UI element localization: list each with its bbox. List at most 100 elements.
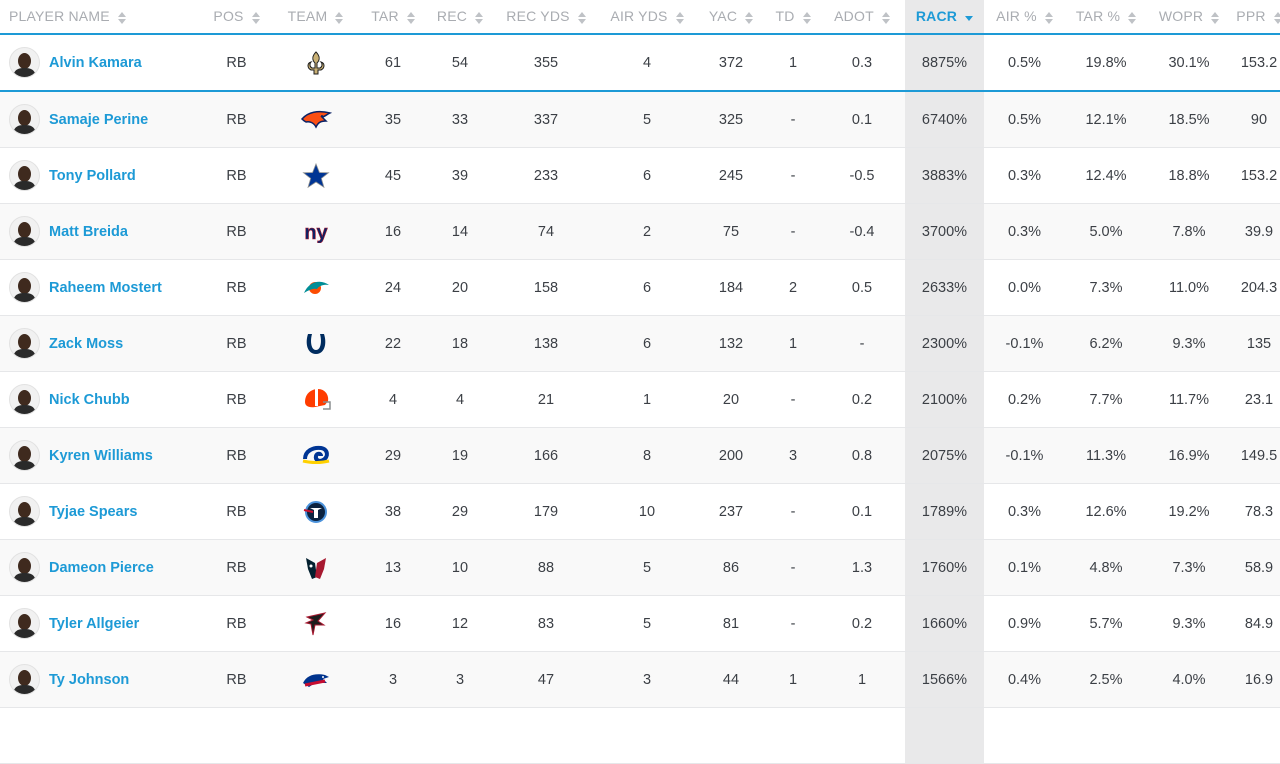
column-header-td[interactable]: TD — [767, 0, 819, 35]
table-row[interactable]: Dameon Pierce RB 13 10 88 5 86 - 1.3 1760% 0.1% 4.8… — [0, 539, 1280, 596]
player-name-link[interactable]: Tyjae Spears — [49, 503, 138, 520]
sort-arrows-icon[interactable] — [675, 11, 684, 25]
player-name-link[interactable]: Nick Chubb — [49, 391, 130, 408]
player-name-link[interactable]: Alvin Kamara — [49, 54, 142, 71]
cell-air-yds: 6 — [599, 147, 695, 204]
player-name-link[interactable]: Tony Pollard — [49, 167, 136, 184]
sort-arrows-icon[interactable] — [475, 11, 484, 25]
column-header-label: AIR YDS — [610, 8, 668, 25]
table-row[interactable]: Ty Johnson RB 3 3 47 3 44 1 1 1566% 0.4% 2.5% 4.0% 16… — [0, 651, 1280, 708]
column-header-wopr[interactable]: WOPR — [1147, 0, 1231, 35]
column-header-rec-yds[interactable]: REC YDS — [493, 0, 599, 35]
sort-arrows-icon[interactable] — [251, 11, 260, 25]
column-header-ppr[interactable]: PPR — [1231, 0, 1280, 35]
column-header-tar-pct[interactable]: TAR % — [1065, 0, 1147, 35]
cell-ppr: 16.9 — [1231, 651, 1280, 708]
sort-arrows-icon[interactable] — [117, 11, 126, 25]
column-header-team[interactable]: TEAM — [272, 0, 359, 35]
column-header-player-name[interactable]: PLAYER NAME — [0, 0, 201, 35]
sort-arrows-icon[interactable] — [802, 11, 811, 25]
player-name-link[interactable]: Kyren Williams — [49, 447, 153, 464]
column-header-air-yds[interactable]: AIR YDS — [599, 0, 695, 35]
sort-arrows-icon[interactable] — [577, 11, 586, 25]
column-header-tar[interactable]: TAR — [359, 0, 427, 35]
cell-tar: 45 — [359, 147, 427, 204]
player-info: Zack Moss — [9, 328, 201, 359]
cell-value: 166 — [533, 447, 559, 464]
cell-value: 18 — [451, 335, 469, 352]
cell-value: -0.1% — [1005, 335, 1044, 352]
sort-arrows-icon[interactable] — [406, 11, 415, 25]
table-row[interactable]: Nick Chubb RB 4 4 21 1 20 - 0.2 2100% 0.2% 7.7% 11.7… — [0, 371, 1280, 428]
cell-wopr: 11.0% — [1147, 259, 1231, 316]
player-name-link[interactable]: Ty Johnson — [49, 671, 130, 688]
cell-value: - — [790, 391, 796, 408]
column-header-yac[interactable]: YAC — [695, 0, 767, 35]
cell-value: 1660% — [921, 615, 968, 632]
player-info: Kyren Williams — [9, 440, 201, 471]
cell-value: 0.5% — [1007, 111, 1042, 128]
column-header-air-pct[interactable]: AIR % — [984, 0, 1065, 35]
cell-value: 1 — [857, 671, 867, 688]
cell-value: 2.5% — [1089, 671, 1123, 688]
cell-td: - — [767, 595, 819, 652]
cell-air-pct: 0.3% — [984, 483, 1065, 540]
table-row[interactable]: Zack Moss RB 22 18 138 6 132 1 - 2300% -0.1% 6.2% 9.… — [0, 315, 1280, 372]
table-row[interactable]: Tyjae Spears RB 38 29 179 10 237 - 0.1 1789% 0.3% 1… — [0, 483, 1280, 540]
sort-arrows-icon[interactable] — [335, 11, 344, 25]
cell-tar-pct: 6.2% — [1065, 315, 1147, 372]
cell-ppr: 39.9 — [1231, 203, 1280, 260]
cell-racr: 1760% — [905, 539, 984, 596]
column-header-adot[interactable]: ADOT — [819, 0, 905, 35]
sort-arrows-icon[interactable] — [1044, 11, 1053, 25]
player-name-link[interactable]: Tyler Allgeier — [49, 615, 140, 632]
table-row[interactable]: Alvin Kamara RB 61 54 355 4 372 1 0.3 8875% 0.5% 19… — [0, 33, 1280, 92]
sort-arrows-icon[interactable] — [881, 11, 890, 25]
column-header-rec[interactable]: REC — [427, 0, 493, 35]
cell-adot: 0.2 — [819, 371, 905, 428]
player-name-link[interactable]: Samaje Perine — [49, 111, 149, 128]
cell-tar-pct: 4.8% — [1065, 539, 1147, 596]
cell-adot: 0.1 — [819, 483, 905, 540]
player-info: Nick Chubb — [9, 384, 201, 415]
cell-tar: 35 — [359, 91, 427, 148]
cell-pos: RB — [201, 427, 272, 484]
cell-racr: 2100% — [905, 371, 984, 428]
cell-value: 12 — [451, 615, 469, 632]
player-name-link[interactable]: Zack Moss — [49, 335, 124, 352]
column-header-racr[interactable]: RACR — [905, 0, 984, 35]
cell-value: 4.8% — [1089, 559, 1123, 576]
table-row[interactable]: Tyler Allgeier RB 16 12 83 5 81 - 0.2 1660% 0.9% 5.… — [0, 595, 1280, 652]
player-name-link[interactable]: Raheem Mostert — [49, 279, 162, 296]
cell-value: 18.5% — [1168, 111, 1210, 128]
cell-tar-pct: 12.1% — [1065, 91, 1147, 148]
sort-arrows-icon[interactable] — [1211, 11, 1220, 25]
cell-value: 0.3 — [851, 54, 873, 71]
cell-player-name: Tyjae Spears — [0, 483, 201, 540]
cell-value: -0.1% — [1005, 447, 1044, 464]
column-header-pos[interactable]: POS — [201, 0, 272, 35]
cell-rec: 33 — [427, 91, 493, 148]
sort-arrows-icon[interactable] — [1273, 11, 1280, 25]
cell-wopr: 11.7% — [1147, 371, 1231, 428]
sort-arrows-icon[interactable] — [745, 11, 754, 25]
cell-value: RB — [226, 615, 247, 632]
player-info: Alvin Kamara — [9, 47, 201, 78]
cell-empty — [493, 707, 599, 764]
table-row[interactable]: Samaje Perine RB 35 33 337 5 325 - 0.1 6740% 0.5% 1… — [0, 91, 1280, 148]
cell-empty — [1231, 707, 1280, 764]
table-row[interactable]: Tony Pollard RB 45 39 233 6 245 - -0.5 3883% 0.3% 1… — [0, 147, 1280, 204]
cell-value: RB — [226, 54, 247, 71]
cell-value: 153.2 — [1240, 167, 1278, 184]
cell-pos: RB — [201, 483, 272, 540]
table-row[interactable]: Matt Breida RB ny 16 14 74 2 75 - -0.4 3700% 0.3% 5.… — [0, 203, 1280, 260]
cell-pos: RB — [201, 315, 272, 372]
cell-value: 19.2% — [1168, 503, 1210, 520]
player-name-link[interactable]: Dameon Pierce — [49, 559, 154, 576]
player-name-link[interactable]: Matt Breida — [49, 223, 128, 240]
sort-arrows-icon[interactable] — [1128, 11, 1137, 25]
table-row[interactable]: Raheem Mostert RB 24 20 158 6 184 2 0.5 2633% 0.0%… — [0, 259, 1280, 316]
sort-arrows-icon[interactable] — [965, 11, 974, 25]
cell-air-yds: 5 — [599, 595, 695, 652]
table-row[interactable]: Kyren Williams RB 29 19 166 8 200 3 0.8 2075% -0.1… — [0, 427, 1280, 484]
